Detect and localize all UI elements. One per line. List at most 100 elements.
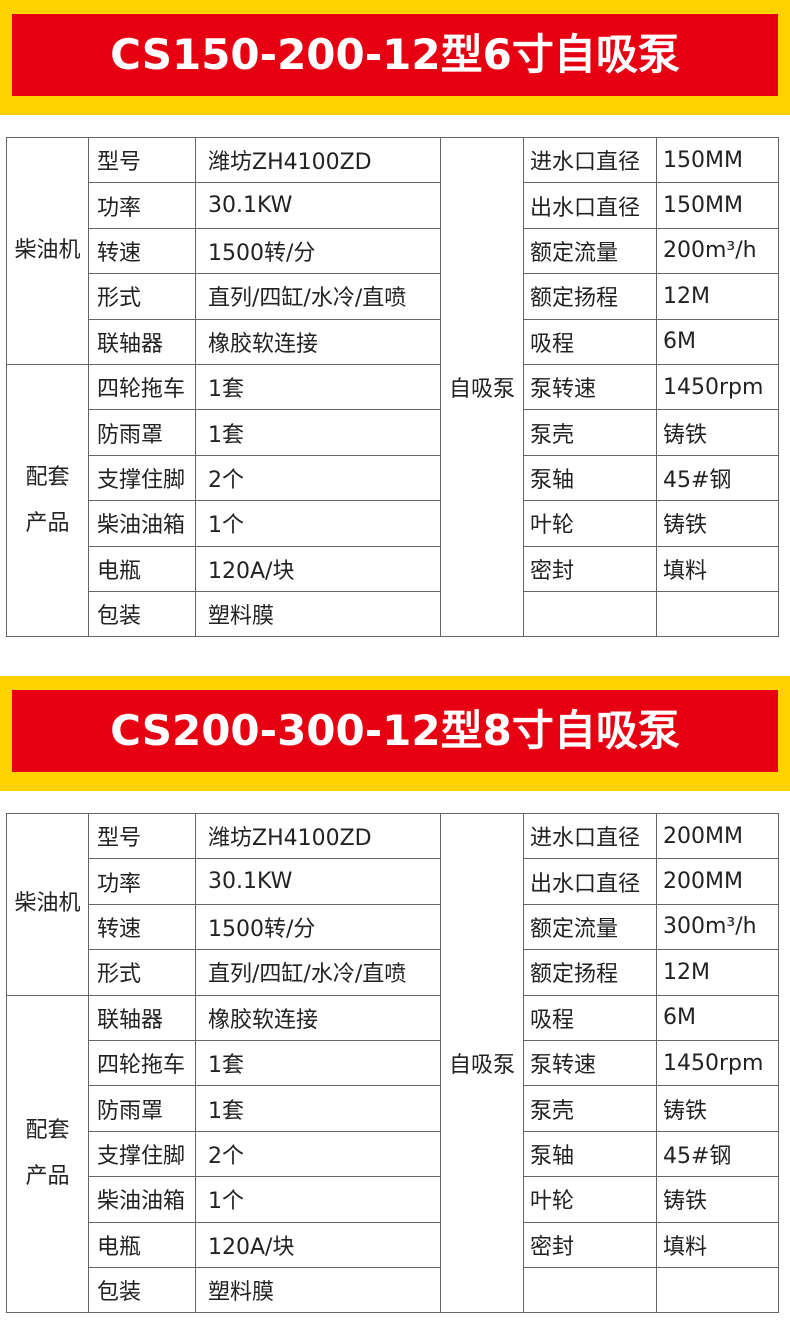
spec-value: 1套 [195, 363, 441, 411]
row: 转速 1500转/分 额定流量 300m³/h [7, 903, 779, 951]
pump-value: 铸铁 [656, 409, 779, 456]
spec-value: 30.1KW [195, 182, 441, 229]
row: 电瓶 120A/块 密封 填料 [7, 545, 779, 592]
spec-key: 型号 [88, 812, 196, 860]
spec-value: 直列/四缸/水冷/直喷 [195, 949, 441, 996]
pump-value: 200m³/h [656, 227, 779, 275]
spec-key: 支撑住脚 [88, 454, 196, 502]
pump-key: 泵转速 [523, 363, 657, 411]
spec-table: 柴油机 型号 潍坊ZH4100ZD 自吸泵 进水口直径 200MM 功率 30.1KW 出水口直… [6, 812, 779, 1314]
pump-key: 泵轴 [523, 1130, 657, 1178]
pump-key: 叶轮 [523, 500, 657, 547]
row: 柴油油箱 1个 叶轮 铸铁 [7, 1176, 779, 1223]
pump-value: 铸铁 [656, 500, 779, 547]
row: 配套 产品 联轴器 橡胶软连接 吸程 6M [6, 994, 779, 1314]
row: 转速 1500转/分 额定流量 200m³/h [7, 227, 779, 275]
pump-key: 泵壳 [523, 409, 657, 456]
spec-value: 120A/块 [195, 1221, 441, 1268]
row: 柴油油箱 1个 叶轮 铸铁 [7, 500, 779, 547]
empty-cell [656, 1266, 779, 1314]
group-label: 配套 产品 [6, 363, 89, 638]
pump-key: 密封 [523, 545, 657, 592]
spec-key: 四轮拖车 [88, 1039, 196, 1087]
group-label-line: 产品 [25, 1163, 70, 1189]
group-label: 柴油机 [6, 137, 89, 365]
spec-key: 包装 [88, 590, 196, 638]
pump-key: 泵壳 [523, 1085, 657, 1132]
spec-key: 包装 [88, 1266, 196, 1314]
pump-key: 出水口直径 [523, 182, 657, 229]
spec-value: 1500转/分 [195, 903, 441, 951]
row: 功率 30.1KW 出水口直径 200MM [7, 858, 779, 905]
spec-key: 联轴器 [88, 318, 196, 365]
spec-key: 型号 [88, 136, 196, 184]
spec-key: 形式 [88, 949, 196, 996]
spec-value: 塑料膜 [195, 590, 441, 638]
pump-key: 额定扬程 [523, 273, 657, 320]
pump-key: 进水口直径 [523, 136, 657, 184]
pump-value: 45#钢 [656, 454, 779, 502]
row: 四轮拖车 1套 泵转速 1450rpm [7, 1039, 779, 1087]
spec-key: 电瓶 [88, 545, 196, 592]
spec-key: 功率 [88, 858, 196, 905]
spec-key: 防雨罩 [88, 1085, 196, 1132]
pump-value: 1450rpm [656, 1039, 779, 1087]
spec-value: 120A/块 [195, 545, 441, 592]
pump-label: 自吸泵 [440, 812, 524, 1314]
group-label-line: 柴油机 [14, 891, 81, 917]
spec-key: 功率 [88, 182, 196, 229]
group-label-line: 柴油机 [14, 237, 81, 263]
pump-value: 150MM [656, 136, 779, 184]
pump-value: 150MM [656, 182, 779, 229]
spec-key: 四轮拖车 [88, 363, 196, 411]
title: CS200-300-12型8寸自吸泵 [12, 690, 778, 772]
row: 功率 30.1KW 出水口直径 150MM [7, 182, 779, 229]
spec-key: 形式 [88, 273, 196, 320]
spec-value: 直列/四缸/水冷/直喷 [195, 273, 441, 320]
spec-value: 2个 [195, 454, 441, 502]
body: 柴油机 型号 潍坊ZH4100ZD 自吸泵 进水口直径 200MM 功率 30.1KW 出水口直… [6, 812, 779, 1314]
spec-value: 1套 [195, 1085, 441, 1132]
spec-value: 1套 [195, 409, 441, 456]
row: 电瓶 120A/块 密封 填料 [7, 1221, 779, 1268]
title: CS150-200-12型6寸自吸泵 [12, 14, 778, 96]
spec-value: 1500转/分 [195, 227, 441, 275]
group-label-line: 配套 [25, 464, 70, 490]
row: 形式 直列/四缸/水冷/直喷 额定扬程 12M [7, 273, 779, 320]
empty-cell [523, 1266, 657, 1314]
row: 防雨罩 1套 泵壳 铸铁 [7, 409, 779, 456]
pump-value: 铸铁 [656, 1085, 779, 1132]
pump-key: 吸程 [523, 994, 657, 1041]
title-band: CS200-300-12型8寸自吸泵 [0, 676, 790, 791]
row: 防雨罩 1套 泵壳 铸铁 [7, 1085, 779, 1132]
pump-value: 1450rpm [656, 363, 779, 411]
row: 包装 塑料膜 [7, 1266, 779, 1314]
spec-value: 潍坊ZH4100ZD [195, 136, 441, 184]
pump-key: 出水口直径 [523, 858, 657, 905]
spec-value: 1个 [195, 500, 441, 547]
pump-key: 密封 [523, 1221, 657, 1268]
pump-value: 铸铁 [656, 1176, 779, 1223]
group-label-line: 产品 [25, 510, 70, 536]
row: 包装 塑料膜 [7, 590, 779, 638]
group-label: 配套 产品 [6, 994, 89, 1314]
spec-value: 30.1KW [195, 858, 441, 905]
row: 支撑住脚 2个 泵轴 45#钢 [7, 1130, 779, 1178]
pump-value: 300m³/h [656, 903, 779, 951]
spec-key: 转速 [88, 903, 196, 951]
pump-value: 6M [656, 318, 779, 365]
group-label-line: 配套 [25, 1117, 70, 1143]
spec-value: 橡胶软连接 [195, 318, 441, 365]
row: 支撑住脚 2个 泵轴 45#钢 [7, 454, 779, 502]
pump-key: 额定流量 [523, 227, 657, 275]
title-band: CS150-200-12型6寸自吸泵 [0, 0, 790, 115]
spec-value: 2个 [195, 1130, 441, 1178]
pump-label: 自吸泵 [440, 136, 524, 638]
spec-value: 潍坊ZH4100ZD [195, 812, 441, 860]
spec-key: 联轴器 [88, 994, 196, 1041]
row: 联轴器 橡胶软连接 吸程 6M [7, 318, 779, 365]
spec-key: 柴油油箱 [88, 1176, 196, 1223]
pump-value: 12M [656, 949, 779, 996]
spec-value: 橡胶软连接 [195, 994, 441, 1041]
